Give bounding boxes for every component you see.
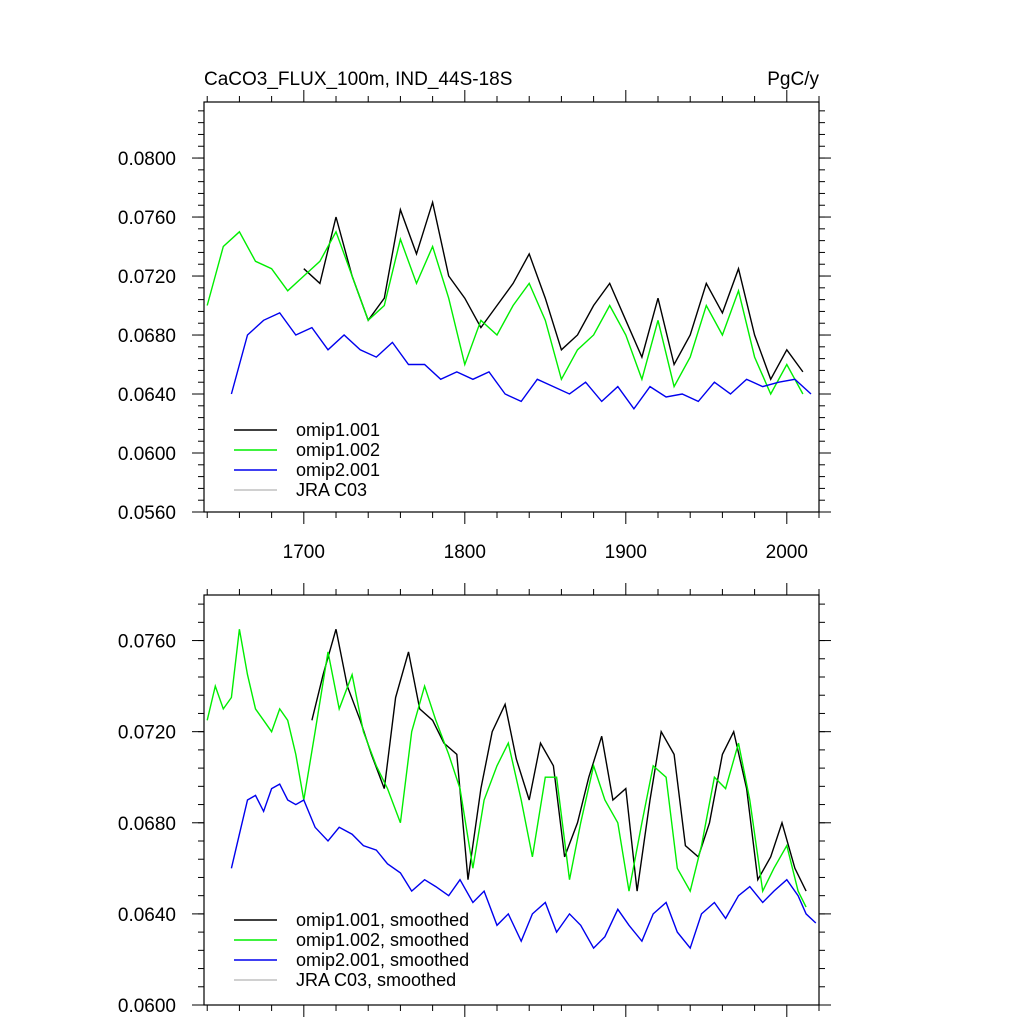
y-tick-label: 0.0680: [118, 326, 176, 347]
legend-label: omip1.002, smoothed: [296, 930, 469, 950]
series-line-1-0: [311, 629, 807, 892]
legend-label: omip2.001, smoothed: [296, 950, 469, 970]
legend-label: JRA C03, smoothed: [296, 970, 456, 990]
x-tick-label: 2000: [766, 542, 808, 563]
series-line-1-1: [206, 629, 807, 908]
y-tick-label: 0.0640: [118, 905, 176, 926]
y-tick-label: 0.0680: [118, 814, 176, 835]
legend-label: omip1.001: [296, 420, 380, 440]
y-tick-label: 0.0760: [118, 208, 176, 229]
legend-label: omip1.002: [296, 440, 380, 460]
y-tick-label: 0.0720: [118, 267, 176, 288]
legend-label: omip2.001: [296, 460, 380, 480]
series-line-0-2: [230, 312, 812, 410]
units-label: PgC/y: [767, 69, 819, 90]
bottom-panel: 0.0600 0.0640 0.0680 0.0720 0.0760 omip1.001,…: [118, 583, 831, 1017]
series-line-1-2: [230, 783, 817, 950]
top-panel: 1700 1800 1900 2000 0.0560 0.0600 0.0640 0.0680…: [118, 90, 831, 563]
y-tick-label: 0.0600: [118, 996, 176, 1017]
y-tick-label: 0.0560: [118, 503, 176, 524]
chart-title: CaCO3_FLUX_100m, IND_44S-18S: [204, 69, 512, 90]
y-tick-label: 0.0800: [118, 149, 176, 170]
x-tick-label: 1900: [605, 542, 647, 563]
y-tick-label: 0.0720: [118, 723, 176, 744]
x-tick-label: 1800: [444, 542, 486, 563]
x-tick-label: 1700: [283, 542, 325, 563]
y-tick-label: 0.0640: [118, 385, 176, 406]
plot-frame: [203, 594, 820, 1006]
series-line-0-0: [303, 199, 804, 381]
legend-label: JRA C03: [296, 480, 367, 500]
legend-label: omip1.001, smoothed: [296, 910, 469, 930]
plot-frame: [203, 101, 820, 513]
y-tick-label: 0.0760: [118, 632, 176, 653]
y-tick-label: 0.0600: [118, 444, 176, 465]
series-line-0-1: [206, 230, 804, 396]
